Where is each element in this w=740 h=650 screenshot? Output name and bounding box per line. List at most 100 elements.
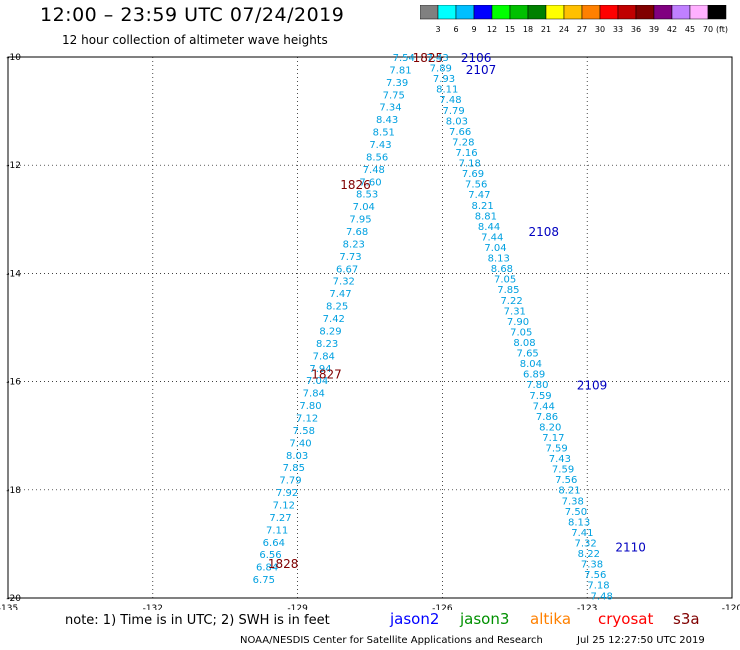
wave-height-value: 7.79 (443, 106, 465, 117)
wave-height-value: 8.04 (520, 359, 542, 370)
y-tick-label: -10 (6, 53, 21, 63)
wave-height-value: 7.95 (349, 215, 371, 226)
credit-text: NOAA/NESDIS Center for Satellite Applica… (240, 635, 543, 646)
wave-height-value: 7.75 (383, 90, 405, 101)
wave-height-value: 7.65 (517, 349, 539, 360)
scale-label: 24 (559, 25, 569, 34)
wave-height-value: 8.43 (376, 115, 398, 126)
wave-height-value: 6.89 (523, 370, 545, 381)
chart-title: 12:00 – 23:59 UTC 07/24/2019 (40, 4, 345, 26)
track-time-label: 2109 (577, 378, 608, 392)
wave-height-value: 7.32 (333, 277, 355, 288)
wave-height-value: 7.34 (379, 103, 401, 114)
wave-height-value: 8.21 (558, 486, 580, 497)
wave-height-value: 8.23 (343, 239, 365, 250)
wave-height-value: 7.79 (279, 476, 301, 487)
plot-frame (7, 56, 733, 599)
track-time-label: 1826 (340, 178, 371, 192)
wave-height-value: 8.68 (491, 264, 513, 275)
legend-cryosat: cryosat (598, 610, 654, 628)
wave-height-value: 7.50 (565, 507, 587, 518)
wave-height-value: 7.43 (426, 53, 448, 64)
wave-height-value: 7.73 (339, 252, 361, 263)
wave-height-value: 8.29 (319, 326, 341, 337)
wave-height-value: 7.68 (346, 227, 368, 238)
x-tick-label: -132 (143, 604, 163, 610)
wave-height-value: 7.18 (459, 159, 481, 170)
wave-height-value: 8.22 (578, 549, 600, 560)
wave-height-value: 7.56 (465, 180, 487, 191)
wave-height-value: 8.51 (373, 128, 395, 139)
wave-height-value: 6.64 (263, 538, 285, 549)
wave-height-value: 8.21 (471, 201, 493, 212)
wave-height-value: 6.75 (253, 575, 275, 586)
color-scale-bar: 3 6 9 12 15 18 21 24 27 30 33 36 39 42 45 70 (ft) (420, 5, 728, 34)
y-tick-label: -14 (6, 269, 21, 279)
scale-label: 45 (685, 25, 695, 34)
wave-height-value: 7.11 (266, 525, 288, 536)
wave-height-value: 7.84 (313, 351, 335, 362)
wave-height-value: 8.08 (513, 338, 535, 349)
track-time-label: 2108 (528, 225, 559, 239)
wave-height-value: 6.56 (259, 550, 281, 561)
y-tick-label: -16 (6, 378, 21, 388)
wave-height-value: 7.42 (323, 314, 345, 325)
scale-label: 3 (435, 25, 440, 34)
legend-altika: altika (530, 610, 572, 628)
wave-height-value: 7.40 (289, 438, 311, 449)
track-time-label: 2107 (466, 63, 497, 77)
y-tick-label: -18 (6, 486, 21, 496)
wave-height-value: 7.41 (571, 528, 593, 539)
wave-height-value: 8.11 (436, 85, 458, 96)
track-time-label: 1828 (268, 557, 299, 571)
scale-label: 9 (471, 25, 476, 34)
track-time-label: 2110 (615, 541, 646, 555)
wave-height-value: 7.48 (439, 95, 461, 106)
wave-height-value: 7.05 (510, 327, 532, 338)
footer: note: 1) Time is in UTC; 2) SWH is in fe… (0, 600, 740, 650)
scale-label: 36 (631, 25, 641, 34)
wave-height-value: 7.04 (353, 202, 375, 213)
wave-height-value: 7.47 (329, 289, 351, 300)
wave-height-value: 8.44 (478, 222, 500, 233)
wave-height-value: 7.58 (293, 426, 315, 437)
altimeter-map-plot: -135 -132 -129 -126 -123 -120 -10 -12 -14 -16 -18 -… (0, 51, 740, 610)
scale-label: 15 (505, 25, 515, 34)
wave-height-value: 8.56 (366, 152, 388, 163)
wave-height-value: 8.13 (568, 517, 590, 528)
wave-height-value: 7.85 (283, 463, 305, 474)
wave-height-value: 7.90 (507, 317, 529, 328)
scale-label: 39 (649, 25, 659, 34)
chart-subtitle: 12 hour collection of altimeter wave hei… (62, 33, 328, 47)
wave-height-value: 7.28 (452, 137, 474, 148)
scale-label: 70 (703, 25, 713, 34)
wave-height-value: 7.27 (269, 513, 291, 524)
wave-height-value: 7.59 (529, 391, 551, 402)
wave-height-value: 7.31 (504, 306, 526, 317)
x-tick-label: -126 (432, 604, 453, 610)
wave-height-value: 7.89 (430, 64, 452, 75)
wave-height-value: 8.03 (446, 116, 468, 127)
y-tick-label: -12 (6, 161, 21, 171)
x-tick-label: -123 (577, 604, 597, 610)
legend-s3a: s3a (673, 610, 700, 628)
wave-height-value: 8.81 (475, 211, 497, 222)
wave-height-value: 7.59 (545, 444, 567, 455)
scale-label: 12 (487, 25, 497, 34)
y-tick-label: -20 (6, 594, 21, 604)
wave-height-value: 8.23 (316, 339, 338, 350)
wave-height-value: 7.04 (306, 376, 328, 387)
wave-height-value: 7.92 (276, 488, 298, 499)
wave-height-value: 7.94 (309, 364, 331, 375)
wave-height-value: 7.17 (542, 433, 564, 444)
wave-height-value: 7.05 (494, 275, 516, 286)
x-tick-label: -129 (287, 604, 308, 610)
track-time-label: 1827 (311, 367, 342, 381)
wave-height-value: 7.12 (273, 500, 295, 511)
scale-label: 33 (613, 25, 623, 34)
wave-height-value: 7.43 (549, 454, 571, 465)
legend-jason3: jason3 (460, 610, 510, 628)
legend-jason2: jason2 (390, 610, 440, 628)
timestamp-text: Jul 25 12:27:50 UTC 2019 (577, 635, 705, 646)
wave-height-value: 7.93 (433, 74, 455, 85)
